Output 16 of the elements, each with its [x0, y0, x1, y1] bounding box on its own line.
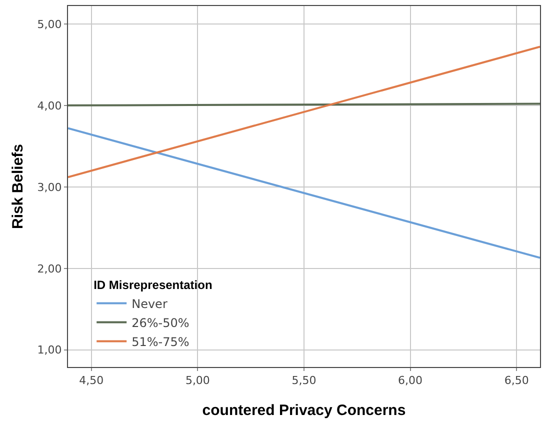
x-tick-label: 5,50 [292, 374, 316, 388]
y-tick-label: 5,00 [37, 18, 62, 31]
legend-label: Never [132, 296, 168, 311]
x-tick-label: 6,50 [504, 374, 529, 388]
y-tick-label: 1,00 [37, 344, 62, 357]
x-tick-label: 5,00 [185, 374, 210, 388]
x-axis-title: countered Privacy Concerns [202, 402, 406, 420]
x-tick-label: 6,00 [398, 374, 423, 388]
y-tick-label: 4,00 [37, 99, 62, 112]
legend-title: ID Misrepresentation [94, 278, 212, 292]
x-tick-label: 4,50 [79, 374, 104, 388]
legend-label: 26%-50% [132, 316, 190, 330]
y-axis-title: Risk Beliefs [10, 144, 27, 230]
y-tick-label: 2,00 [37, 262, 62, 276]
y-tick-label: 3,00 [37, 180, 62, 194]
legend-label: 51%-75% [132, 334, 190, 349]
